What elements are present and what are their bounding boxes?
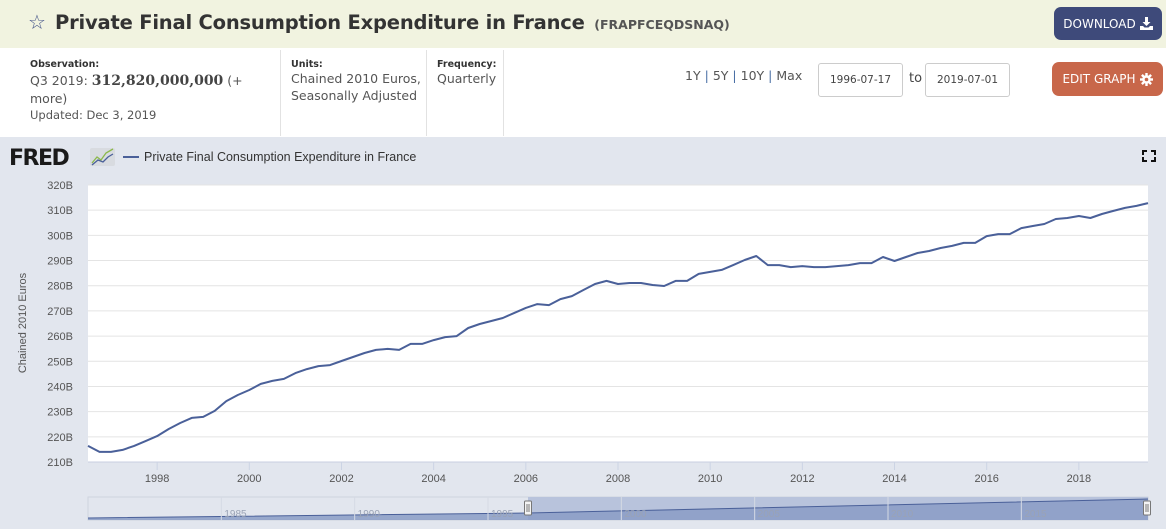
observation-label: Observation: xyxy=(30,59,100,70)
navigator-label: 2005 xyxy=(758,509,781,520)
y-tick-label: 220B xyxy=(47,432,73,444)
y-tick-label: 260B xyxy=(47,331,73,343)
navigator-handle[interactable] xyxy=(524,500,532,516)
series-id: (FRAPFCEQDSNAQ) xyxy=(594,17,730,32)
x-tick-label: 2000 xyxy=(237,473,261,485)
navigator-label: 1985 xyxy=(224,509,247,520)
navigator-area xyxy=(88,499,1148,520)
navigator-label: 2000 xyxy=(624,509,647,520)
star-outline-icon[interactable]: ☆ xyxy=(28,10,46,34)
range-5y[interactable]: 5Y xyxy=(712,68,729,83)
download-label: DOWNLOAD xyxy=(1063,16,1136,31)
edit-graph-button[interactable]: EDIT GRAPH xyxy=(1052,62,1163,96)
navigator-label: 1995 xyxy=(491,509,514,520)
legend-label: Private Final Consumption Expenditure in… xyxy=(144,150,416,164)
gear-icon xyxy=(1139,72,1153,86)
observation-period: Q3 2019: xyxy=(30,73,88,88)
observation-panel: Observation: Q3 2019: 312,820,000,000 (+… xyxy=(30,50,280,136)
range-selector: 1Y | 5Y | 10Y | Max xyxy=(685,68,803,83)
range-max[interactable]: Max xyxy=(776,68,803,83)
units-label: Units: xyxy=(291,59,323,70)
fullscreen-icon[interactable] xyxy=(1142,150,1156,162)
navigator-label: 1990 xyxy=(358,509,381,520)
frequency-value: Quarterly xyxy=(437,71,497,86)
y-tick-label: 290B xyxy=(47,256,73,268)
start-date-input[interactable]: 1996-07-17 xyxy=(818,63,903,97)
more-link[interactable]: (+ more) xyxy=(30,73,243,106)
navigator-label: 2015 xyxy=(1024,509,1047,520)
fred-logo: FRED xyxy=(9,146,69,171)
x-tick-label: 2014 xyxy=(882,473,906,485)
page-title: Private Final Consumption Expenditure in… xyxy=(55,11,730,34)
units-line1: Chained 2010 Euros, xyxy=(291,71,421,86)
x-tick-label: 2012 xyxy=(790,473,814,485)
navigator-label: 2010 xyxy=(891,509,914,520)
y-tick-label: 230B xyxy=(47,407,73,419)
x-tick-label: 2002 xyxy=(329,473,353,485)
range-10y[interactable]: 10Y xyxy=(740,68,765,83)
line-chart: FRED Private Final Consumption Expenditu… xyxy=(9,146,1156,521)
edit-graph-label: EDIT GRAPH xyxy=(1062,72,1136,86)
frequency-panel: Frequency: Quarterly xyxy=(426,50,504,136)
y-tick-label: 320B xyxy=(47,180,73,192)
navigator-handle[interactable] xyxy=(1143,500,1151,516)
download-button[interactable]: DOWNLOAD xyxy=(1054,7,1162,40)
title-bar: ☆ Private Final Consumption Expenditure … xyxy=(0,0,1166,48)
plot-background xyxy=(88,185,1148,462)
y-axis-label: Chained 2010 Euros xyxy=(17,272,29,373)
series-title: Private Final Consumption Expenditure in… xyxy=(55,11,585,34)
updated-date: Updated: Dec 3, 2019 xyxy=(30,108,157,122)
observation-value: 312,820,000,000 xyxy=(91,73,224,89)
y-tick-label: 300B xyxy=(47,230,73,242)
y-tick-label: 240B xyxy=(47,381,73,393)
x-tick-label: 1998 xyxy=(145,473,169,485)
download-icon xyxy=(1139,17,1153,30)
y-tick-label: 250B xyxy=(47,356,73,368)
y-tick-label: 310B xyxy=(47,205,73,217)
end-date-input[interactable]: 2019-07-01 xyxy=(925,63,1010,97)
to-label: to xyxy=(909,71,923,86)
x-tick-label: 2016 xyxy=(974,473,998,485)
y-tick-label: 280B xyxy=(47,281,73,293)
y-tick-label: 270B xyxy=(47,306,73,318)
units-panel: Units: Chained 2010 Euros, Seasonally Ad… xyxy=(280,50,426,136)
x-tick-label: 2004 xyxy=(421,473,445,485)
x-tick-label: 2006 xyxy=(514,473,538,485)
x-tick-label: 2018 xyxy=(1067,473,1091,485)
x-tick-label: 2008 xyxy=(606,473,630,485)
units-line2: Seasonally Adjusted xyxy=(291,88,418,103)
navigator[interactable]: 1985 1990 1995 2000 2005 2010 2015 xyxy=(87,496,1151,521)
chart-area: FRED Private Final Consumption Expenditu… xyxy=(0,137,1166,529)
y-tick-label: 210B xyxy=(47,457,73,469)
frequency-label: Frequency: xyxy=(437,59,497,70)
range-1y[interactable]: 1Y xyxy=(685,68,701,83)
fred-logo-chart-icon xyxy=(90,148,115,166)
x-tick-label: 2010 xyxy=(698,473,722,485)
